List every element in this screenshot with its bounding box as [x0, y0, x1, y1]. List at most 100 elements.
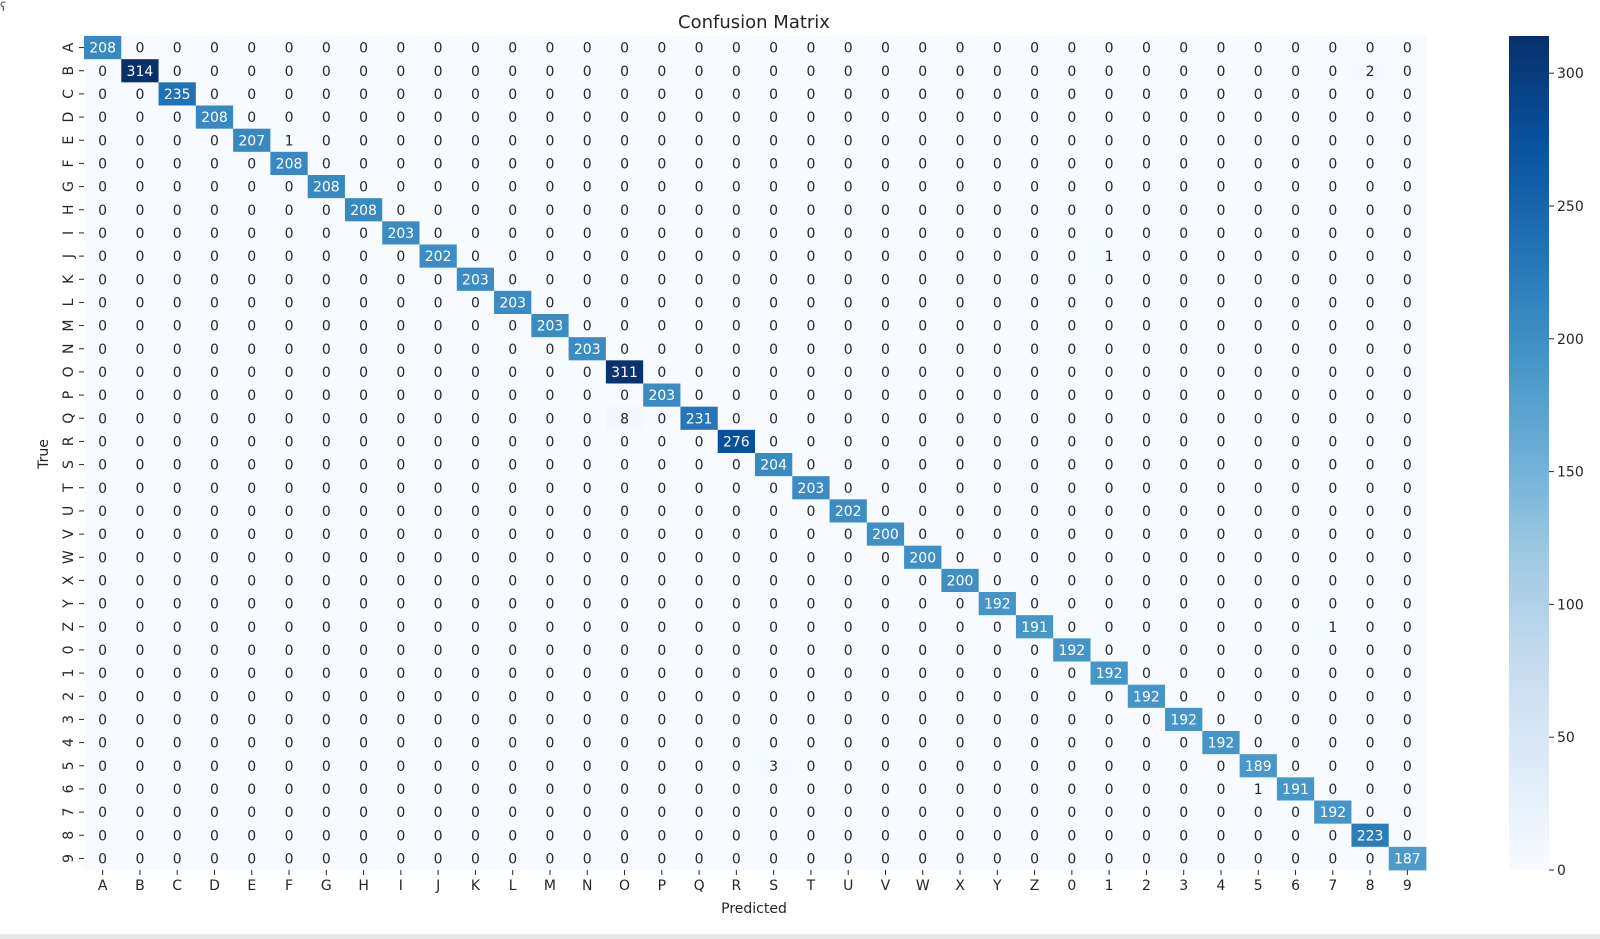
cell-value-label: 0 [471, 805, 480, 821]
heatmap-cell [419, 337, 458, 361]
heatmap-cell [1202, 615, 1241, 639]
heatmap-cell [792, 290, 830, 315]
colorbar-tick-label: 300 [1557, 66, 1584, 82]
heatmap-cell [1276, 360, 1315, 384]
y-tick-label: B [61, 66, 77, 76]
cell-value-label: 0 [396, 620, 405, 636]
heatmap-cell [941, 82, 980, 106]
cell-value-label: 0 [769, 41, 778, 57]
y-tick-label: M [61, 320, 77, 332]
heatmap-cell [866, 777, 905, 801]
cell-value-label: 0 [583, 527, 592, 543]
cell-value-label: 0 [247, 458, 256, 474]
heatmap-cell [866, 151, 905, 176]
cell-value-label: 0 [359, 272, 368, 288]
heatmap-cell [866, 499, 905, 523]
heatmap-cell [941, 314, 980, 338]
heatmap-cell [307, 221, 346, 245]
cell-value-label: 0 [546, 365, 555, 381]
heatmap-cell [270, 383, 309, 408]
heatmap-cell [531, 82, 570, 106]
cell-value-label: 0 [508, 203, 517, 219]
heatmap-cell [307, 290, 346, 315]
cell-value-label: 0 [508, 504, 517, 520]
cell-value-label: 0 [844, 87, 853, 103]
cell-value-label: 0 [247, 828, 256, 844]
heatmap-cell [792, 267, 830, 292]
cell-value-label: 0 [1403, 342, 1412, 358]
cell-value-label: 0 [1366, 550, 1375, 566]
heatmap-cell [1015, 615, 1054, 639]
heatmap-cell [344, 221, 383, 245]
heatmap-cell [233, 59, 271, 83]
heatmap-cell [1053, 383, 1091, 408]
heatmap-cell [344, 59, 383, 83]
heatmap-cell [829, 707, 868, 732]
cell-value-label: 0 [135, 573, 144, 589]
heatmap-cell [605, 128, 644, 153]
heatmap-cell [195, 453, 234, 477]
cell-value-label: 0 [1291, 504, 1300, 520]
heatmap-cell [531, 383, 570, 408]
cell-value-label: 0 [1030, 504, 1039, 520]
cell-value-label: 0 [1366, 620, 1375, 636]
cell-value-label: 8 [620, 411, 629, 427]
heatmap-cell [1090, 731, 1129, 755]
heatmap-cell [1015, 476, 1054, 500]
heatmap-cell [904, 754, 942, 778]
cell-value-label: 0 [359, 295, 368, 311]
cell-value-label: 0 [135, 156, 144, 172]
cell-value-label: 0 [1328, 272, 1337, 288]
heatmap-cell [605, 383, 644, 408]
heatmap-cell [605, 244, 644, 269]
heatmap-cell [866, 59, 905, 83]
cell-value-label: 0 [918, 411, 927, 427]
heatmap-cell [233, 499, 271, 523]
heatmap-cell [1165, 754, 1203, 778]
cell-value-label: 0 [1179, 805, 1188, 821]
heatmap-cell [1314, 592, 1352, 616]
x-tick-label: 3 [1179, 878, 1188, 894]
heatmap-cell [1053, 429, 1091, 454]
heatmap-cell [1090, 429, 1129, 454]
cell-value-label: 0 [1067, 481, 1076, 497]
heatmap-cell [643, 290, 681, 315]
heatmap-cell [531, 568, 570, 593]
cell-value-label: 207 [238, 133, 265, 149]
cell-value-label: 0 [508, 64, 517, 80]
heatmap-cell [419, 777, 458, 801]
cell-value-label: 0 [135, 180, 144, 196]
heatmap-cell [195, 337, 234, 361]
heatmap-cell [1351, 731, 1390, 755]
heatmap-cell [1053, 731, 1091, 755]
cell-value-label: 0 [1403, 434, 1412, 450]
cell-value-label: 0 [1105, 481, 1114, 497]
y-tick-label: R [61, 436, 77, 446]
heatmap-cell [382, 707, 420, 732]
heatmap-cell [904, 707, 942, 732]
cell-value-label: 0 [881, 736, 890, 752]
cell-value-label: 0 [993, 527, 1002, 543]
heatmap-cell [456, 128, 495, 153]
cell-value-label: 0 [1254, 805, 1263, 821]
cell-value-label: 0 [546, 550, 555, 566]
cell-value-label: 0 [1179, 365, 1188, 381]
y-tick-label: X [61, 575, 77, 585]
cell-value-label: 0 [1254, 851, 1263, 867]
cell-value-label: 0 [1254, 226, 1263, 242]
cell-value-label: 0 [993, 550, 1002, 566]
heatmap-cell [195, 684, 234, 709]
y-tick-label: W [61, 550, 77, 564]
cell-value-label: 0 [322, 319, 331, 335]
heatmap-cell [158, 175, 197, 199]
cell-value-label: 0 [247, 41, 256, 57]
cell-value-label: 0 [1217, 156, 1226, 172]
heatmap-cell [643, 105, 681, 130]
cell-value-label: 0 [732, 712, 741, 728]
cell-value-label: 0 [657, 249, 666, 265]
cell-value-label: 0 [1291, 388, 1300, 404]
cell-value-label: 0 [993, 365, 1002, 381]
cell-value-label: 0 [1291, 759, 1300, 775]
heatmap-cell [1388, 522, 1427, 547]
heatmap-cell [270, 59, 309, 83]
